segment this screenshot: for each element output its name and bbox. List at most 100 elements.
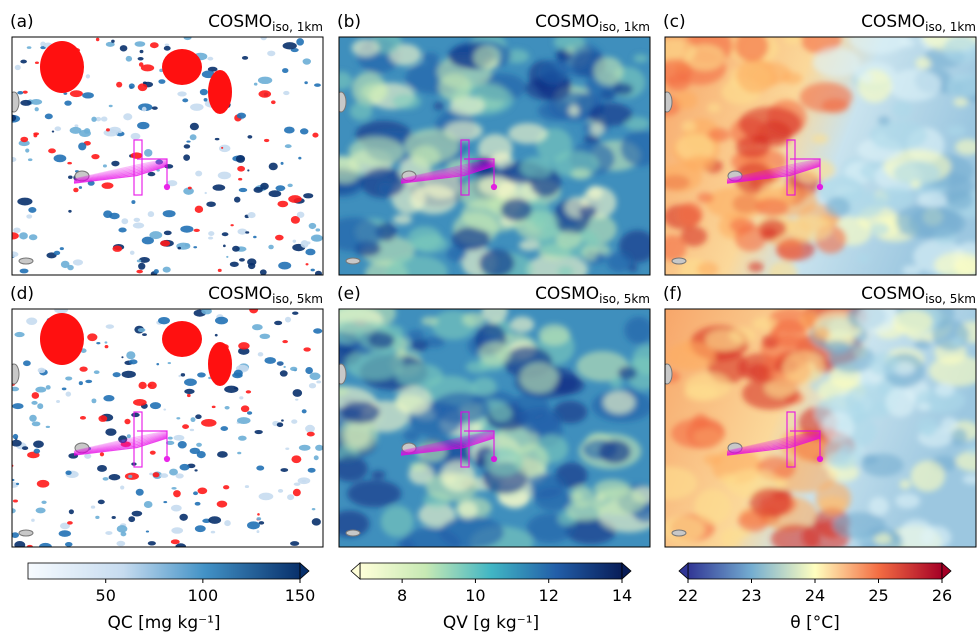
texture-blob (189, 134, 197, 141)
panel-label: (d) (10, 284, 34, 304)
texture-blob (118, 435, 128, 444)
texture-blob (812, 47, 861, 78)
texture-blob (316, 380, 322, 384)
texture-blob (12, 403, 24, 410)
texture-blob (147, 171, 156, 177)
texture-blob (583, 134, 600, 144)
texture-blob (139, 49, 144, 54)
texture-blob (158, 316, 170, 325)
texture-blob (103, 210, 113, 218)
texture-blob (124, 418, 131, 425)
texture-blob (210, 530, 216, 534)
texture-blob (470, 422, 483, 432)
texture-blob (514, 443, 549, 477)
texture-blob (280, 161, 284, 165)
texture-blob (747, 363, 770, 379)
map-panel: (c) COSMOiso, 1km (663, 12, 977, 276)
texture-blob (238, 177, 243, 181)
texture-blob (765, 379, 797, 398)
texture-blob (69, 126, 82, 134)
texture-blob (82, 92, 94, 99)
colorbar-tick-label: 14 (612, 586, 632, 605)
texture-blob (33, 448, 41, 454)
texture-blob (570, 168, 592, 180)
texture-blob (247, 169, 250, 172)
texture-blob (519, 156, 554, 179)
texture-blob (620, 130, 650, 167)
texture-blob (311, 507, 316, 511)
texture-blob (295, 398, 299, 401)
map-panel: (f) COSMOiso, 5km (663, 284, 977, 548)
texture-blob (257, 76, 273, 85)
map-panel: (d) COSMOiso, 5km (10, 284, 324, 548)
texture-blob (111, 516, 116, 519)
texture-blob (308, 382, 317, 389)
texture-blob (194, 469, 198, 472)
texture-blob (26, 46, 32, 49)
texture-blob (40, 46, 46, 50)
texture-blob (665, 466, 698, 500)
texture-blob (178, 374, 181, 378)
texture-blob (305, 248, 316, 256)
texture-blob (339, 321, 363, 344)
texture-blob (556, 265, 575, 275)
texture-blob (519, 362, 559, 394)
texture-blob (87, 333, 98, 342)
texture-blob (27, 158, 33, 162)
texture-blob (37, 367, 46, 374)
texture-blob (119, 45, 128, 52)
texture-blob (760, 227, 778, 241)
flight-track (726, 158, 821, 180)
title-sub: iso, 5km (599, 292, 650, 306)
texture-blob (258, 521, 265, 525)
field-texture (665, 37, 976, 275)
texture-blob (277, 200, 289, 208)
texture-blob (685, 154, 714, 173)
texture-blob (282, 68, 289, 74)
panel-label: (b) (337, 12, 361, 32)
texture-blob (348, 136, 405, 167)
texture-blob (707, 103, 721, 113)
texture-blob (422, 336, 446, 348)
texture-blob (103, 129, 119, 137)
cloud-patch (40, 313, 84, 365)
texture-blob (677, 202, 703, 227)
texture-blob (96, 341, 101, 345)
colorbar-gradient (27, 562, 301, 580)
texture-blob (917, 191, 948, 208)
texture-blob (91, 398, 97, 404)
texture-blob (18, 140, 30, 147)
flight-track (400, 432, 495, 453)
texture-blob (229, 261, 239, 267)
texture-blob (305, 424, 315, 433)
texture-blob (93, 370, 100, 374)
texture-blob (165, 440, 175, 446)
texture-blob (48, 148, 56, 154)
texture-blob (697, 192, 714, 203)
texture-blob (292, 389, 303, 397)
texture-blob (208, 516, 222, 524)
texture-blob (180, 225, 194, 233)
texture-blob (163, 230, 172, 236)
flight-point (490, 455, 498, 463)
texture-blob (116, 540, 126, 547)
texture-blob (347, 479, 402, 508)
texture-blob (28, 206, 37, 213)
texture-blob (226, 255, 229, 259)
texture-blob (37, 403, 44, 410)
texture-blob (300, 240, 309, 248)
flight-tracks (73, 139, 171, 196)
texture-blob (259, 333, 271, 340)
texture-blob (120, 485, 125, 490)
texture-blob (908, 207, 966, 239)
texture-blob (108, 104, 113, 108)
texture-blob (276, 422, 284, 428)
colorbar-tick-label: 100 (188, 586, 219, 605)
texture-blob (147, 541, 156, 546)
texture-blob (199, 88, 208, 96)
texture-blob (235, 154, 246, 163)
texture-blob (940, 417, 958, 433)
flight-track (400, 163, 495, 183)
texture-blob (665, 235, 687, 262)
texture-blob (163, 408, 167, 411)
